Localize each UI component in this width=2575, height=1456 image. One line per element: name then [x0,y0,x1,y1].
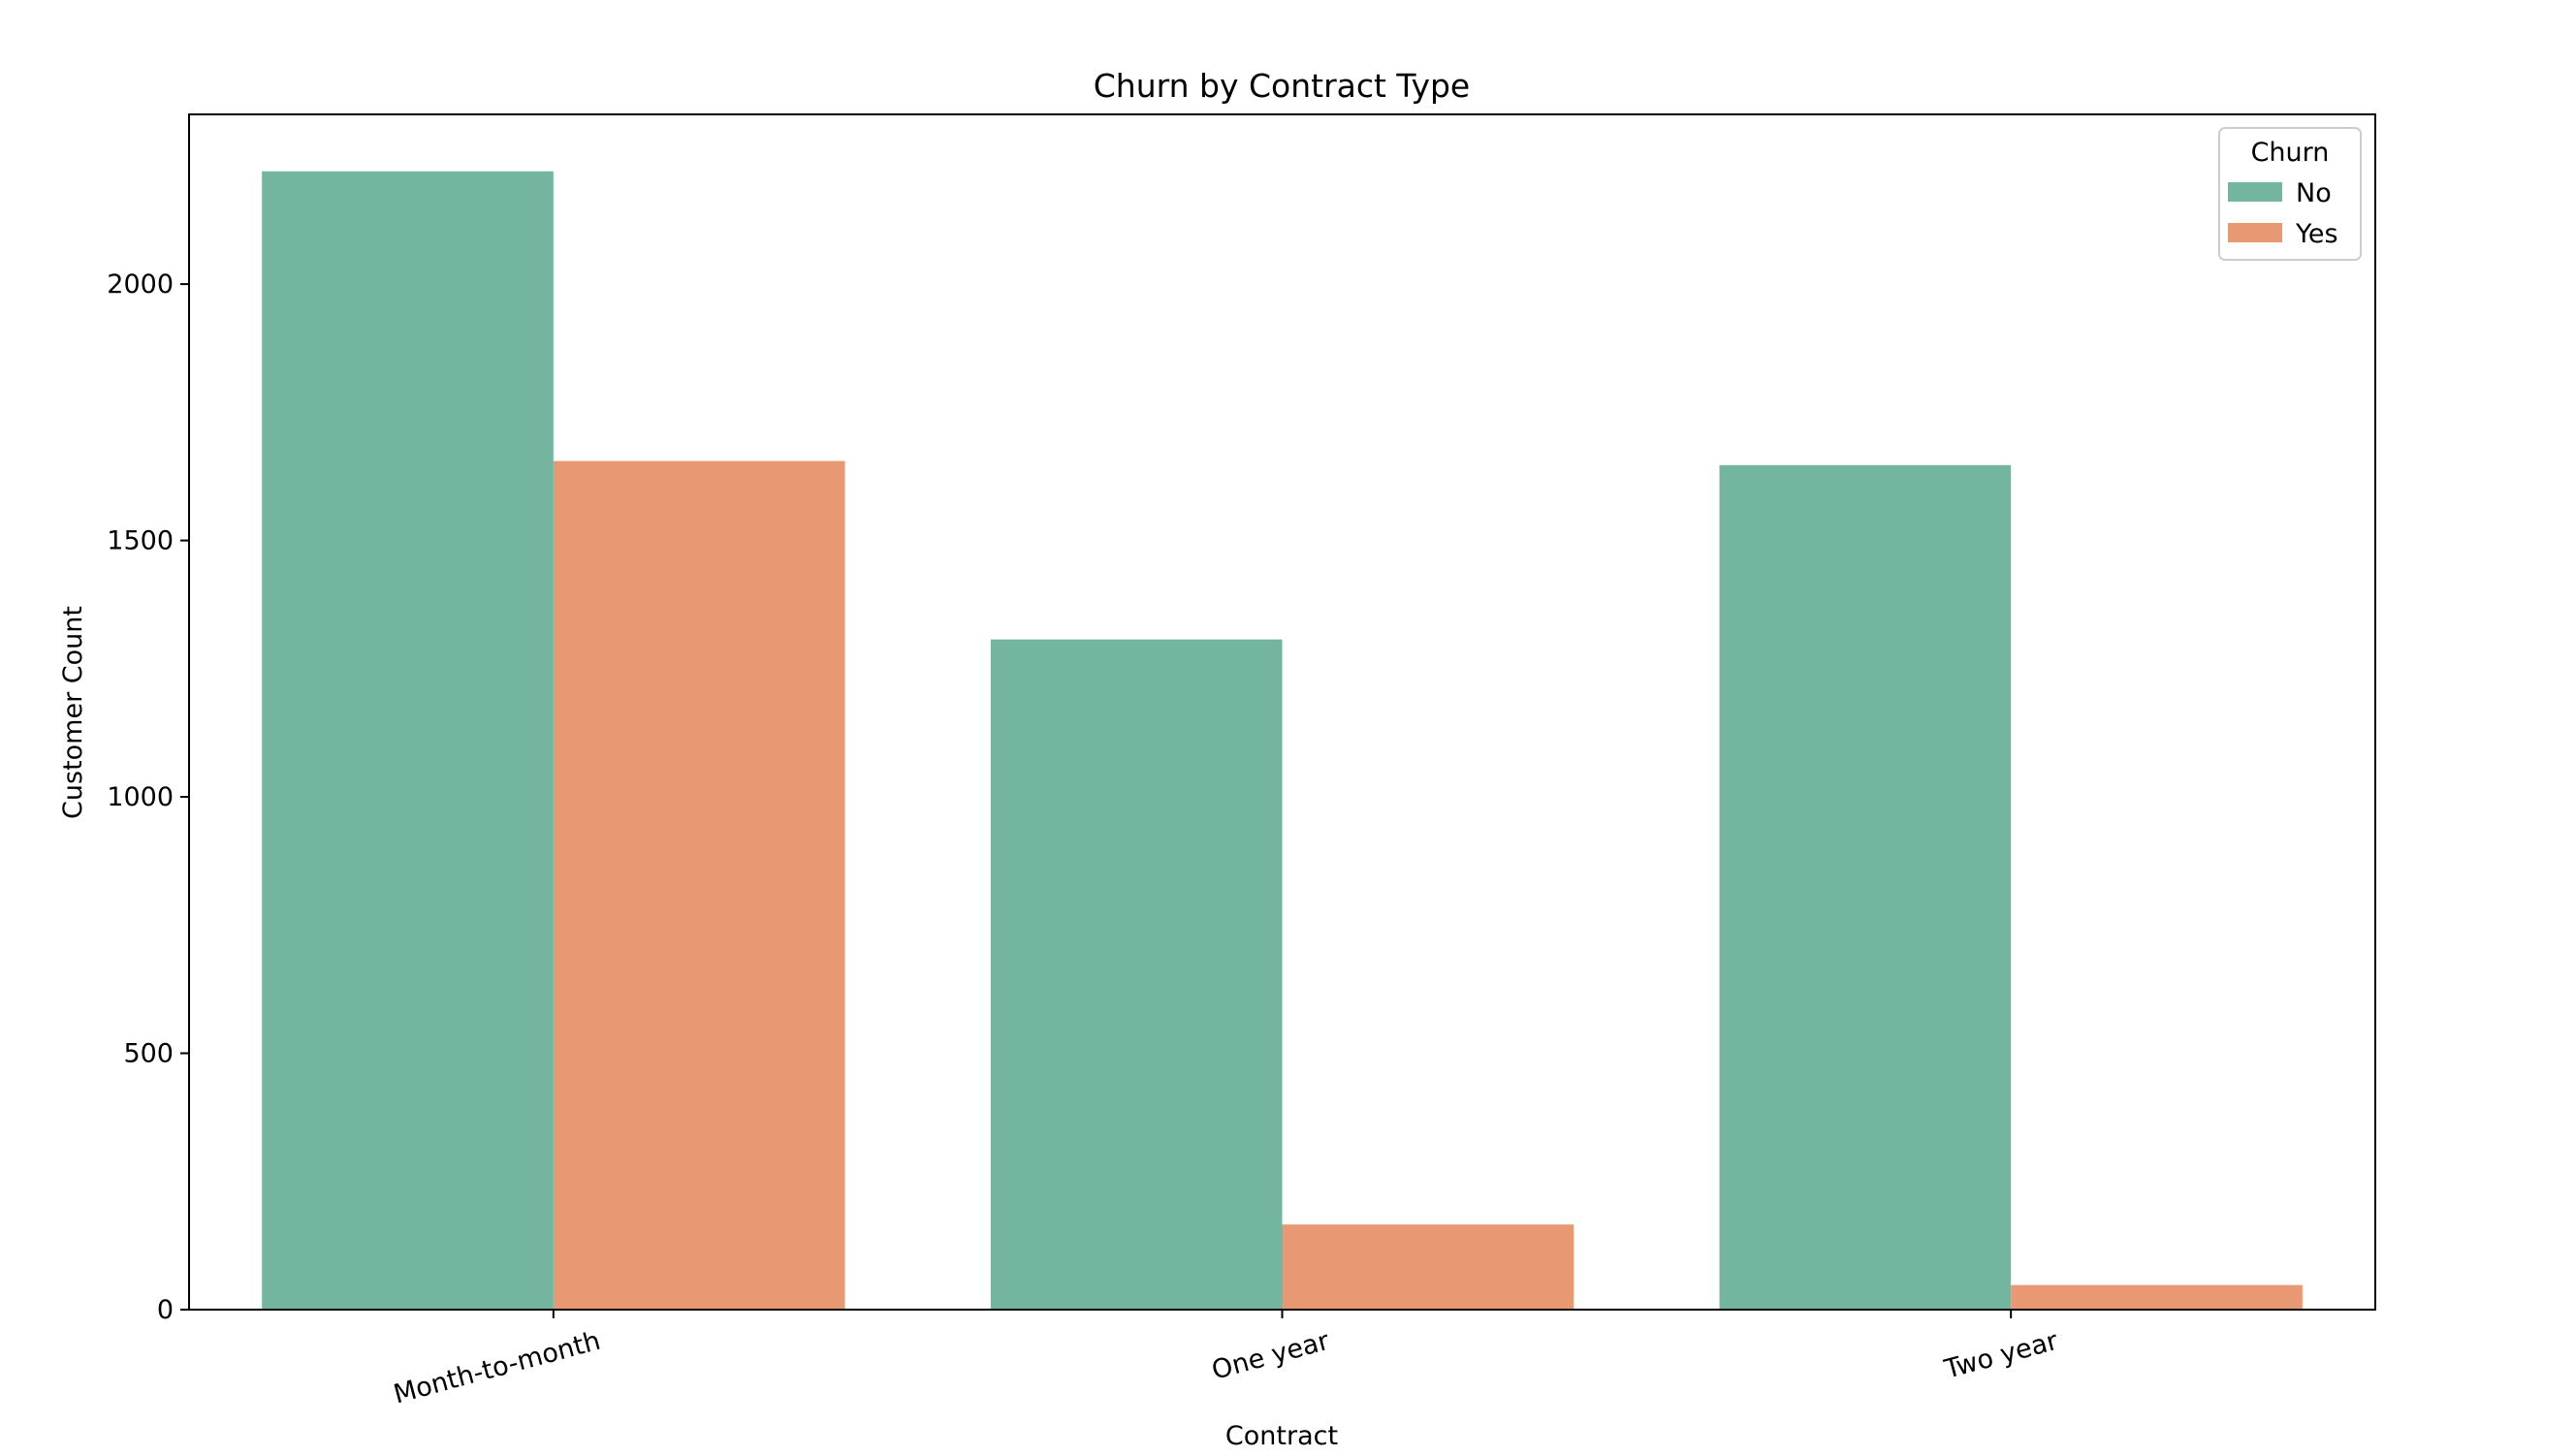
legend: Churn No Yes [2218,127,2362,261]
y-axis: 0 500 1000 1500 2000 [107,269,189,1325]
legend-label-no: No [2296,178,2332,208]
bar-yes-two-year [2011,1284,2303,1310]
bar-yes-one-year [1282,1224,1574,1310]
legend-title: Churn [2251,138,2330,168]
bar-yes-month-to-month [553,460,845,1310]
plot-frame [188,113,2376,1311]
legend-swatch-yes [2228,223,2282,242]
legend-label-yes: Yes [2295,219,2338,249]
y-axis-label: Customer Count [58,606,88,819]
x-axis-label: Contract [1225,1421,1338,1451]
bar-no-one-year [990,639,1283,1310]
y-tick-label: 500 [123,1039,174,1069]
y-tick-label: 2000 [107,269,174,300]
legend-swatch-no [2228,182,2282,202]
bars-layer [262,171,2303,1311]
y-tick-label: 1000 [107,782,174,812]
bar-no-two-year [1719,464,2012,1310]
chart-title: Churn by Contract Type [1094,67,1470,105]
y-tick-label: 1500 [107,526,174,556]
bar-no-month-to-month [262,171,554,1311]
y-tick-label: 0 [157,1295,174,1325]
